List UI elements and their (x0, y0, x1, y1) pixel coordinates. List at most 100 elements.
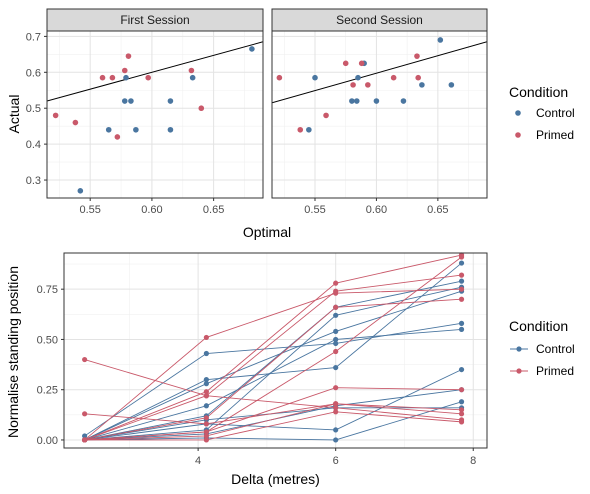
facet-strip-label: First Session (120, 13, 189, 27)
y-tick-label: 0.25 (37, 385, 58, 397)
data-point-primed (458, 411, 465, 417)
series-line-primed (84, 387, 462, 441)
data-point-primed (414, 53, 420, 59)
data-point-control (458, 326, 465, 332)
y-tick-label: 0.3 (26, 175, 41, 187)
data-point-control (312, 74, 318, 81)
data-point-control (203, 377, 209, 383)
data-point-primed (203, 389, 209, 395)
data-point-primed (72, 119, 79, 126)
series-line-control (84, 369, 462, 441)
data-point-control (133, 126, 139, 133)
data-point-control (249, 46, 255, 52)
data-point-control (353, 98, 360, 104)
data-point-control (458, 278, 465, 284)
y-tick-label: 0.5 (26, 103, 41, 115)
x-tick-label: 4 (195, 455, 201, 467)
data-point-primed (458, 286, 465, 292)
data-point-control (167, 98, 174, 104)
data-point-primed (114, 134, 121, 140)
data-point-primed (333, 385, 339, 391)
panel-border (46, 30, 264, 199)
y-tick-label: 0.00 (37, 435, 58, 447)
facet-strip-label: Second Session (336, 13, 423, 27)
data-point-control (203, 403, 209, 409)
data-point-primed (458, 296, 465, 302)
data-point-control (333, 312, 339, 318)
legend-title: Condition (509, 84, 568, 100)
data-point-control (333, 336, 339, 343)
data-point-control (333, 364, 339, 371)
data-point-primed (323, 112, 329, 119)
data-point-primed (203, 415, 209, 421)
data-point-primed (203, 437, 209, 443)
reference-line (47, 41, 263, 102)
panel-background (272, 31, 487, 198)
y-axis-title: Actual (6, 95, 22, 134)
series-line-primed (84, 403, 462, 425)
series-line-primed (84, 298, 462, 441)
data-point-primed (188, 67, 195, 74)
legend-label-control: Control (536, 342, 575, 356)
data-point-primed (458, 407, 465, 413)
data-point-control (448, 82, 455, 88)
data-point-control (121, 98, 128, 104)
y-tick-label: 0.4 (26, 139, 41, 151)
x-tick-label: 8 (470, 455, 476, 467)
data-point-control (167, 126, 174, 133)
y-tick-label: 0.75 (37, 284, 58, 296)
series-line-control (84, 280, 462, 441)
panel-border (63, 252, 488, 449)
series-line-control (84, 290, 462, 441)
data-point-control (105, 126, 112, 133)
data-point-control (333, 427, 339, 433)
data-point-primed (198, 105, 205, 112)
data-point-primed (458, 254, 465, 260)
y-tick-label: 0.6 (26, 67, 41, 79)
data-point-control (355, 74, 361, 81)
series-line-primed (84, 411, 462, 441)
y-tick-label: 0.50 (37, 334, 58, 346)
data-point-primed (333, 405, 339, 411)
legend-title: Condition (509, 318, 568, 334)
x-tick-label: 0.65 (427, 204, 448, 216)
data-point-primed (203, 334, 209, 341)
data-point-control (333, 340, 339, 347)
data-point-primed (297, 126, 304, 133)
data-point-primed (333, 409, 339, 415)
x-tick-label: 0.60 (141, 204, 162, 216)
data-point-control (458, 260, 465, 266)
data-point-primed (333, 401, 339, 407)
data-point-primed (333, 280, 339, 286)
data-point-primed (365, 82, 371, 88)
data-point-primed (390, 74, 397, 81)
data-point-control (128, 98, 134, 104)
data-point-primed (203, 433, 209, 439)
x-tick-label: 0.55 (79, 204, 100, 216)
panel-border (271, 30, 488, 199)
data-point-primed (350, 82, 356, 88)
data-point-control (437, 37, 444, 43)
data-point-control (458, 366, 465, 373)
series-line-control (84, 286, 462, 441)
series-line-control (84, 262, 462, 441)
data-point-control (203, 381, 209, 387)
reference-line (272, 41, 487, 104)
data-point-primed (458, 419, 465, 425)
data-point-control (77, 188, 84, 194)
data-point-primed (82, 411, 88, 417)
data-point-control (82, 433, 88, 439)
panel-background (47, 31, 263, 198)
data-point-primed (333, 348, 339, 355)
x-axis-title: Optimal (243, 224, 291, 240)
data-point-primed (276, 74, 283, 81)
data-point-primed (121, 67, 128, 74)
data-point-primed (145, 74, 152, 81)
data-point-primed (99, 74, 106, 81)
y-tick-label: 0.7 (26, 31, 41, 43)
series-line-primed (84, 359, 462, 421)
data-point-primed (82, 356, 88, 363)
data-point-control (400, 98, 407, 104)
legend-label-primed: Primed (536, 128, 574, 142)
series-line-primed (84, 274, 462, 441)
